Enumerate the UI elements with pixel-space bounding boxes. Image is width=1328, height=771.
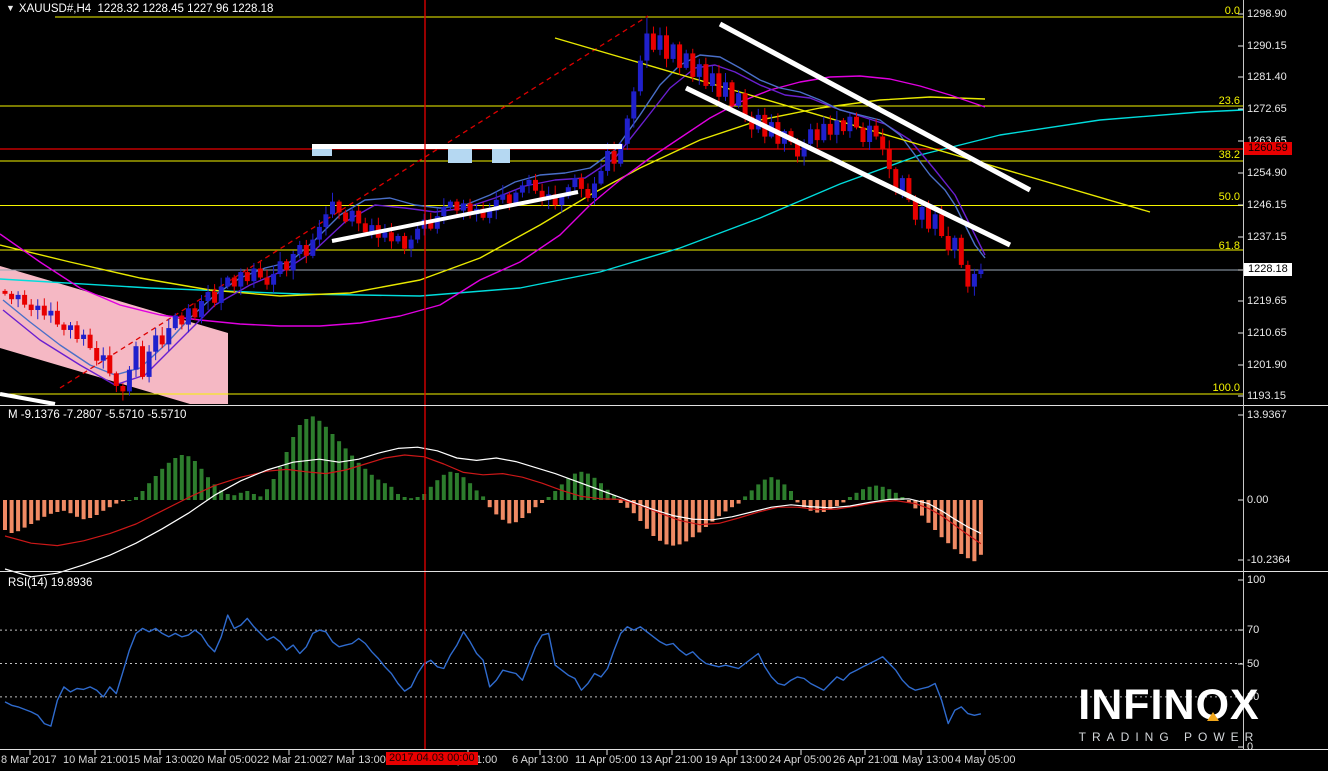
- rsi-axis-label: 30: [1247, 691, 1260, 703]
- macd-indicator-label: M -9.1376 -7.2807 -5.5710 -5.5710: [8, 409, 187, 421]
- fib-level-label: 0.0: [1224, 5, 1240, 17]
- fib-level-label: 61.8: [1218, 240, 1240, 252]
- price-axis-label: 1193.15: [1247, 390, 1286, 402]
- brand-logo-word: INFINO X: [1078, 681, 1260, 729]
- price-axis-label: 1290.15: [1247, 40, 1287, 52]
- price-axis-label: 1210.65: [1247, 327, 1287, 339]
- time-axis-label: 4 May 05:00: [955, 754, 1016, 766]
- time-axis-label: 10 Mar 21:00: [63, 754, 128, 766]
- chart-title-bar: ▼ XAUUSD#,H4 1228.32 1228.45 1227.96 1228…: [6, 3, 273, 15]
- time-axis-label: 22 Mar 21:00: [257, 754, 322, 766]
- rsi-axis-label: 100: [1247, 574, 1266, 586]
- resistance-white-bar: [312, 144, 622, 149]
- time-axis-label: 15 Mar 13:00: [128, 754, 193, 766]
- red-hline-price-label: 1260.59: [1244, 142, 1292, 155]
- supply-zone-box: [448, 148, 472, 163]
- supply-zone-box: [492, 148, 510, 163]
- price-axis-label: 1272.65: [1247, 103, 1287, 115]
- fib-level-label: 23.6: [1218, 95, 1240, 107]
- time-axis-label: 20 Mar 05:00: [192, 754, 257, 766]
- time-axis-label: 27 Mar 13:00: [321, 754, 386, 766]
- price-axis-label: 1246.15: [1247, 199, 1287, 211]
- rsi-axis-label: 50: [1247, 658, 1260, 670]
- collapse-triangle-icon[interactable]: ▼: [6, 3, 15, 13]
- vline-time-label: 2017.04.03 00:00: [386, 752, 478, 765]
- pink-channel-zone: [0, 266, 228, 404]
- time-axis-label: 13 Apr 21:00: [640, 754, 703, 766]
- fib-level-label: 50.0: [1218, 191, 1240, 203]
- macd-axis-label: 0.00: [1247, 494, 1269, 506]
- price-axis-label: 1219.65: [1247, 295, 1287, 307]
- brand-tagline: TRADING POWER: [1078, 730, 1260, 744]
- time-axis-label: 11 Apr 05:00: [575, 754, 637, 766]
- rsi-axis-label: 0: [1247, 741, 1254, 753]
- price-axis-label: 1281.40: [1247, 71, 1287, 83]
- quote-low: 1227.96: [187, 3, 229, 15]
- price-axis-label: 1201.90: [1247, 359, 1287, 371]
- symbol-period: XAUUSD#,H4: [18, 3, 92, 15]
- macd-axis-label: 13.9367: [1247, 409, 1287, 421]
- quote-open: 1228.32: [97, 3, 140, 15]
- time-axis-label: 24 Apr 05:00: [769, 754, 832, 766]
- current-price-label: 1228.18: [1244, 263, 1292, 276]
- fib-level-label: 38.2: [1218, 149, 1240, 161]
- quote-high: 1228.45: [142, 3, 184, 15]
- macd-axis-label: -10.2364: [1247, 554, 1291, 566]
- supply-zone-box: [312, 148, 332, 156]
- time-axis-label: 1 May 13:00: [893, 754, 954, 766]
- price-axis-label: 1254.90: [1247, 167, 1287, 179]
- quote-close: 1228.18: [231, 3, 274, 15]
- time-axis-label: 19 Apr 13:00: [705, 754, 768, 766]
- time-axis-label: 8 Mar 2017: [1, 754, 57, 766]
- price-axis-label: 1298.90: [1247, 8, 1287, 20]
- brand-logo: INFINO X TRADING POWER: [1064, 682, 1274, 744]
- price-axis-label: 1237.15: [1247, 231, 1287, 243]
- time-axis-label: 6 Apr 13:00: [512, 754, 569, 766]
- fib-level-label: 100.0: [1212, 382, 1240, 394]
- time-axis-label: 26 Apr 21:00: [833, 754, 896, 766]
- rsi-axis-label: 70: [1247, 624, 1260, 636]
- logo-triangle-icon: [1206, 712, 1219, 721]
- rsi-indicator-label: RSI(14) 19.8936: [8, 577, 93, 589]
